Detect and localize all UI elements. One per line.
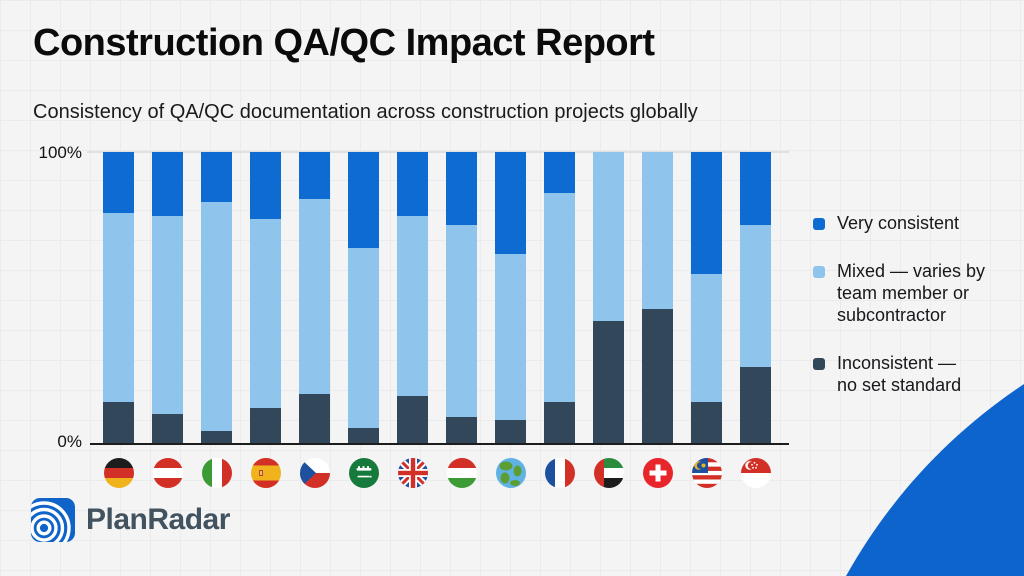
bar-segment	[103, 152, 134, 214]
bar-segment	[446, 152, 477, 225]
bar-segment	[740, 152, 771, 225]
bar-segment	[691, 402, 722, 443]
planradar-logo-icon	[31, 498, 75, 542]
bar-segment	[152, 413, 183, 443]
y-axis-label-0: 0%	[57, 432, 82, 451]
flag-italy-icon	[201, 458, 232, 488]
bar-segment	[495, 152, 526, 254]
bar-malaysia	[691, 152, 722, 443]
legend-item-2: Inconsistent — no set standard	[813, 353, 1003, 397]
page-title: Construction QA/QC Impact Report	[33, 22, 655, 64]
legend-item-1: Mixed — varies by team member or subcont…	[813, 261, 1003, 327]
bar-segment	[152, 216, 183, 414]
bar-segment	[348, 248, 379, 429]
bar-segment	[593, 320, 624, 443]
bar-germany	[103, 152, 134, 443]
bar-segment	[642, 309, 673, 443]
bar-segment	[691, 274, 722, 403]
bar-united-arab-emirates	[593, 152, 624, 443]
flag-saudi-arabia-icon	[348, 458, 379, 488]
planradar-logo-text: PlanRadar	[86, 503, 230, 536]
bar-segment	[397, 216, 428, 397]
y-axis-label-100: 100%	[38, 143, 82, 162]
bar-spain	[250, 152, 281, 443]
bar-hungary	[446, 152, 477, 443]
bar-segment	[299, 393, 330, 443]
chart-plot	[87, 151, 789, 445]
flag-spain-icon	[250, 458, 281, 488]
legend-label: Inconsistent — no set standard	[837, 352, 962, 395]
bar-segment	[201, 201, 232, 432]
flag-singapore-icon	[740, 458, 771, 488]
bar-segment	[495, 419, 526, 443]
bar-segment	[691, 152, 722, 275]
legend-item-0: Very consistent	[813, 213, 1003, 235]
bar-segment	[152, 152, 183, 217]
legend-swatch-icon	[813, 357, 825, 370]
bar-segment	[397, 396, 428, 443]
bar-switzerland	[642, 152, 673, 443]
bar-segment	[103, 402, 134, 443]
flag-global-icon	[495, 458, 526, 488]
flag-france-icon	[544, 458, 575, 488]
bar-italy	[201, 152, 232, 443]
legend-label: Very consistent	[837, 213, 960, 233]
flag-united-kingdom-icon	[397, 458, 428, 488]
bar-segment	[201, 431, 232, 443]
bar-segment	[348, 152, 379, 249]
bar-segment	[397, 152, 428, 217]
bar-segment	[446, 416, 477, 443]
corner-swoosh-decoration	[846, 384, 1024, 576]
chart-legend: Very consistent Mixed — varies by team me…	[813, 213, 1003, 397]
bar-segment	[544, 402, 575, 443]
bar-segment	[299, 198, 330, 394]
legend-swatch-icon	[813, 218, 825, 230]
bar-segment	[250, 152, 281, 219]
flag-hungary-icon	[446, 458, 477, 488]
bar-france	[544, 152, 575, 443]
bar-segment	[201, 152, 232, 202]
flag-malaysia-icon	[691, 458, 722, 488]
bar-segment	[103, 213, 134, 403]
bar-segment	[593, 152, 624, 321]
x-axis-line	[90, 443, 789, 445]
bar-segment	[250, 408, 281, 443]
flag-switzerland-icon	[642, 458, 673, 488]
bar-segment	[544, 152, 575, 193]
bar-segment	[348, 428, 379, 443]
bar-singapore	[740, 152, 771, 443]
flag-austria-icon	[152, 458, 183, 488]
bar-global	[495, 152, 526, 443]
bar-segment	[642, 152, 673, 310]
bar-segment	[250, 218, 281, 409]
bar-segment	[495, 253, 526, 420]
legend-label: Mixed — varies by team member or subcont…	[837, 260, 986, 325]
bar-united-kingdom	[397, 152, 428, 443]
chart-subtitle: Consistency of QA/QC documentation acros…	[33, 101, 698, 123]
bar-segment	[299, 152, 330, 199]
bar-saudi-arabia	[348, 152, 379, 443]
flag-united-arab-emirates-icon	[593, 458, 624, 488]
planradar-logo: PlanRadar	[30, 497, 230, 543]
bar-segment	[446, 224, 477, 417]
bar-austria	[152, 152, 183, 443]
bar-segment	[740, 224, 771, 368]
bar-segment	[740, 367, 771, 443]
legend-swatch-icon	[813, 265, 825, 278]
bar-segment	[544, 192, 575, 403]
gridline-100pct	[87, 151, 789, 153]
bar-czech-republic	[299, 152, 330, 443]
flag-germany-icon	[103, 458, 134, 488]
flag-czech-republic-icon	[299, 458, 330, 488]
